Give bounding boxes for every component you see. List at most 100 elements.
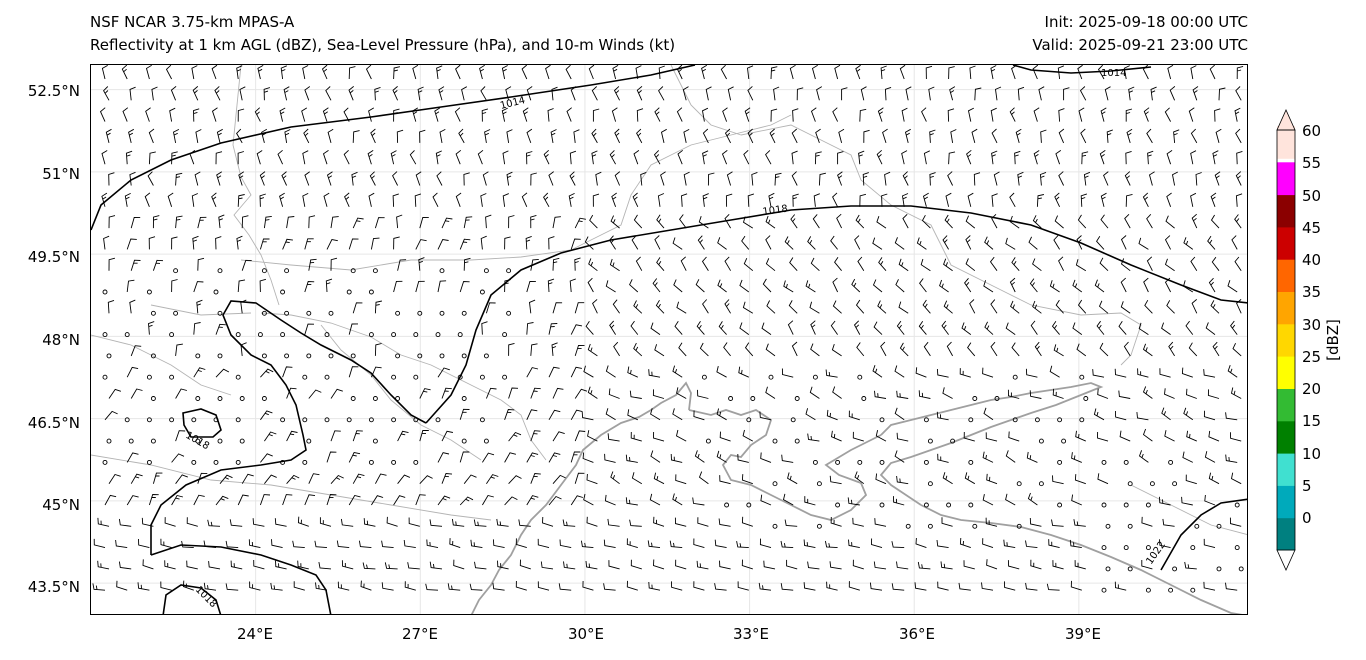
wind-barb xyxy=(1164,277,1171,293)
wind-barb xyxy=(589,214,598,229)
wind-barb xyxy=(595,171,602,186)
wind-barb xyxy=(569,278,576,293)
wind-barb xyxy=(408,517,420,527)
wind-barb xyxy=(175,388,188,399)
wind-barb xyxy=(1032,300,1042,314)
wind-barb xyxy=(274,518,287,527)
wind-barb xyxy=(508,431,522,442)
wind-barb xyxy=(1054,192,1061,207)
wind-barb xyxy=(929,172,936,186)
country-borders xyxy=(91,65,1247,535)
wind-barb xyxy=(1051,320,1060,335)
wind-barb xyxy=(574,430,586,442)
wind-barb xyxy=(1097,473,1109,485)
wind-barb xyxy=(1077,65,1083,80)
wind-barb xyxy=(1029,390,1042,399)
wind-barb xyxy=(741,559,753,570)
wind-barb xyxy=(587,430,598,442)
calm-wind-circle xyxy=(1034,417,1040,423)
wind-barb xyxy=(1236,150,1243,165)
wind-barb xyxy=(1137,368,1149,378)
calm-wind-circle xyxy=(1127,481,1133,487)
wind-barb xyxy=(654,107,661,122)
wind-barb xyxy=(1118,321,1127,335)
wind-barb xyxy=(928,86,935,101)
wind-barb xyxy=(1211,256,1220,271)
wind-barb xyxy=(872,365,883,378)
border-russia-georgia xyxy=(1130,484,1247,535)
wind-barb xyxy=(969,299,976,314)
wind-barb xyxy=(791,128,798,144)
wind-barb xyxy=(418,257,425,271)
wind-barb xyxy=(1166,300,1175,314)
lat-label-48: 48°N xyxy=(42,331,80,349)
wind-barb xyxy=(965,235,972,250)
wind-barb xyxy=(208,561,221,570)
wind-barb xyxy=(832,277,839,293)
wind-barb xyxy=(1182,451,1193,463)
wind-barb xyxy=(1188,342,1198,357)
wind-barb xyxy=(1234,256,1242,271)
wind-barb xyxy=(1142,386,1153,399)
calm-wind-circle xyxy=(257,332,263,338)
wind-barb xyxy=(482,452,495,463)
wind-barb xyxy=(856,342,865,357)
wind-barb xyxy=(633,214,643,229)
wind-barb xyxy=(805,408,816,421)
wind-barb xyxy=(1234,107,1241,122)
wind-barb xyxy=(1190,65,1197,80)
wind-barb xyxy=(1099,150,1106,165)
calm-wind-circle xyxy=(261,396,267,401)
wind-barb xyxy=(716,365,727,378)
wind-barb xyxy=(437,238,449,250)
wind-barb xyxy=(171,279,178,293)
wind-barb xyxy=(805,280,816,293)
wind-barb xyxy=(860,86,867,101)
wind-barb xyxy=(720,65,727,80)
wind-barb xyxy=(393,280,403,293)
wind-barb xyxy=(1048,539,1060,549)
wind-barb xyxy=(415,494,426,506)
wind-barb xyxy=(482,171,489,186)
wind-barb xyxy=(165,65,172,80)
wind-barb xyxy=(530,430,541,442)
wind-barb xyxy=(1209,65,1216,80)
wind-barb xyxy=(259,238,270,250)
wind-barb xyxy=(965,258,976,272)
wind-barb xyxy=(417,86,424,101)
wind-barb xyxy=(832,107,839,122)
wind-barb xyxy=(872,237,883,250)
wind-barb xyxy=(832,386,842,399)
calm-wind-circle xyxy=(972,396,978,401)
wind-barb xyxy=(434,107,441,122)
wind-barb xyxy=(759,538,772,549)
wind-barb xyxy=(145,65,152,80)
wind-barb xyxy=(1097,431,1109,442)
wind-barb xyxy=(658,65,665,80)
wind-barb xyxy=(676,65,683,80)
wind-barb xyxy=(330,474,344,484)
wind-barb xyxy=(249,581,261,591)
wind-barb xyxy=(308,215,316,229)
wind-barb xyxy=(171,494,184,506)
wind-barb xyxy=(674,321,683,335)
wind-barb xyxy=(765,215,776,229)
wind-barb xyxy=(829,561,842,570)
wind-barb xyxy=(1055,299,1064,314)
wind-barb xyxy=(1188,107,1195,122)
wind-barb xyxy=(547,278,555,293)
calm-wind-circle xyxy=(923,459,929,465)
wind-barb xyxy=(967,107,975,122)
wind-barb xyxy=(586,516,598,527)
wind-barb xyxy=(144,192,151,207)
calm-wind-circle xyxy=(994,396,1000,401)
wind-barb xyxy=(701,107,709,122)
wind-barb xyxy=(1235,128,1242,144)
wind-barb xyxy=(1191,213,1198,229)
wind-barb xyxy=(653,516,665,527)
calm-wind-circle xyxy=(324,374,330,380)
isobar-1022 xyxy=(1160,498,1247,571)
wind-barb xyxy=(747,128,754,144)
wind-barb xyxy=(1125,193,1133,207)
wind-barb xyxy=(612,299,620,314)
